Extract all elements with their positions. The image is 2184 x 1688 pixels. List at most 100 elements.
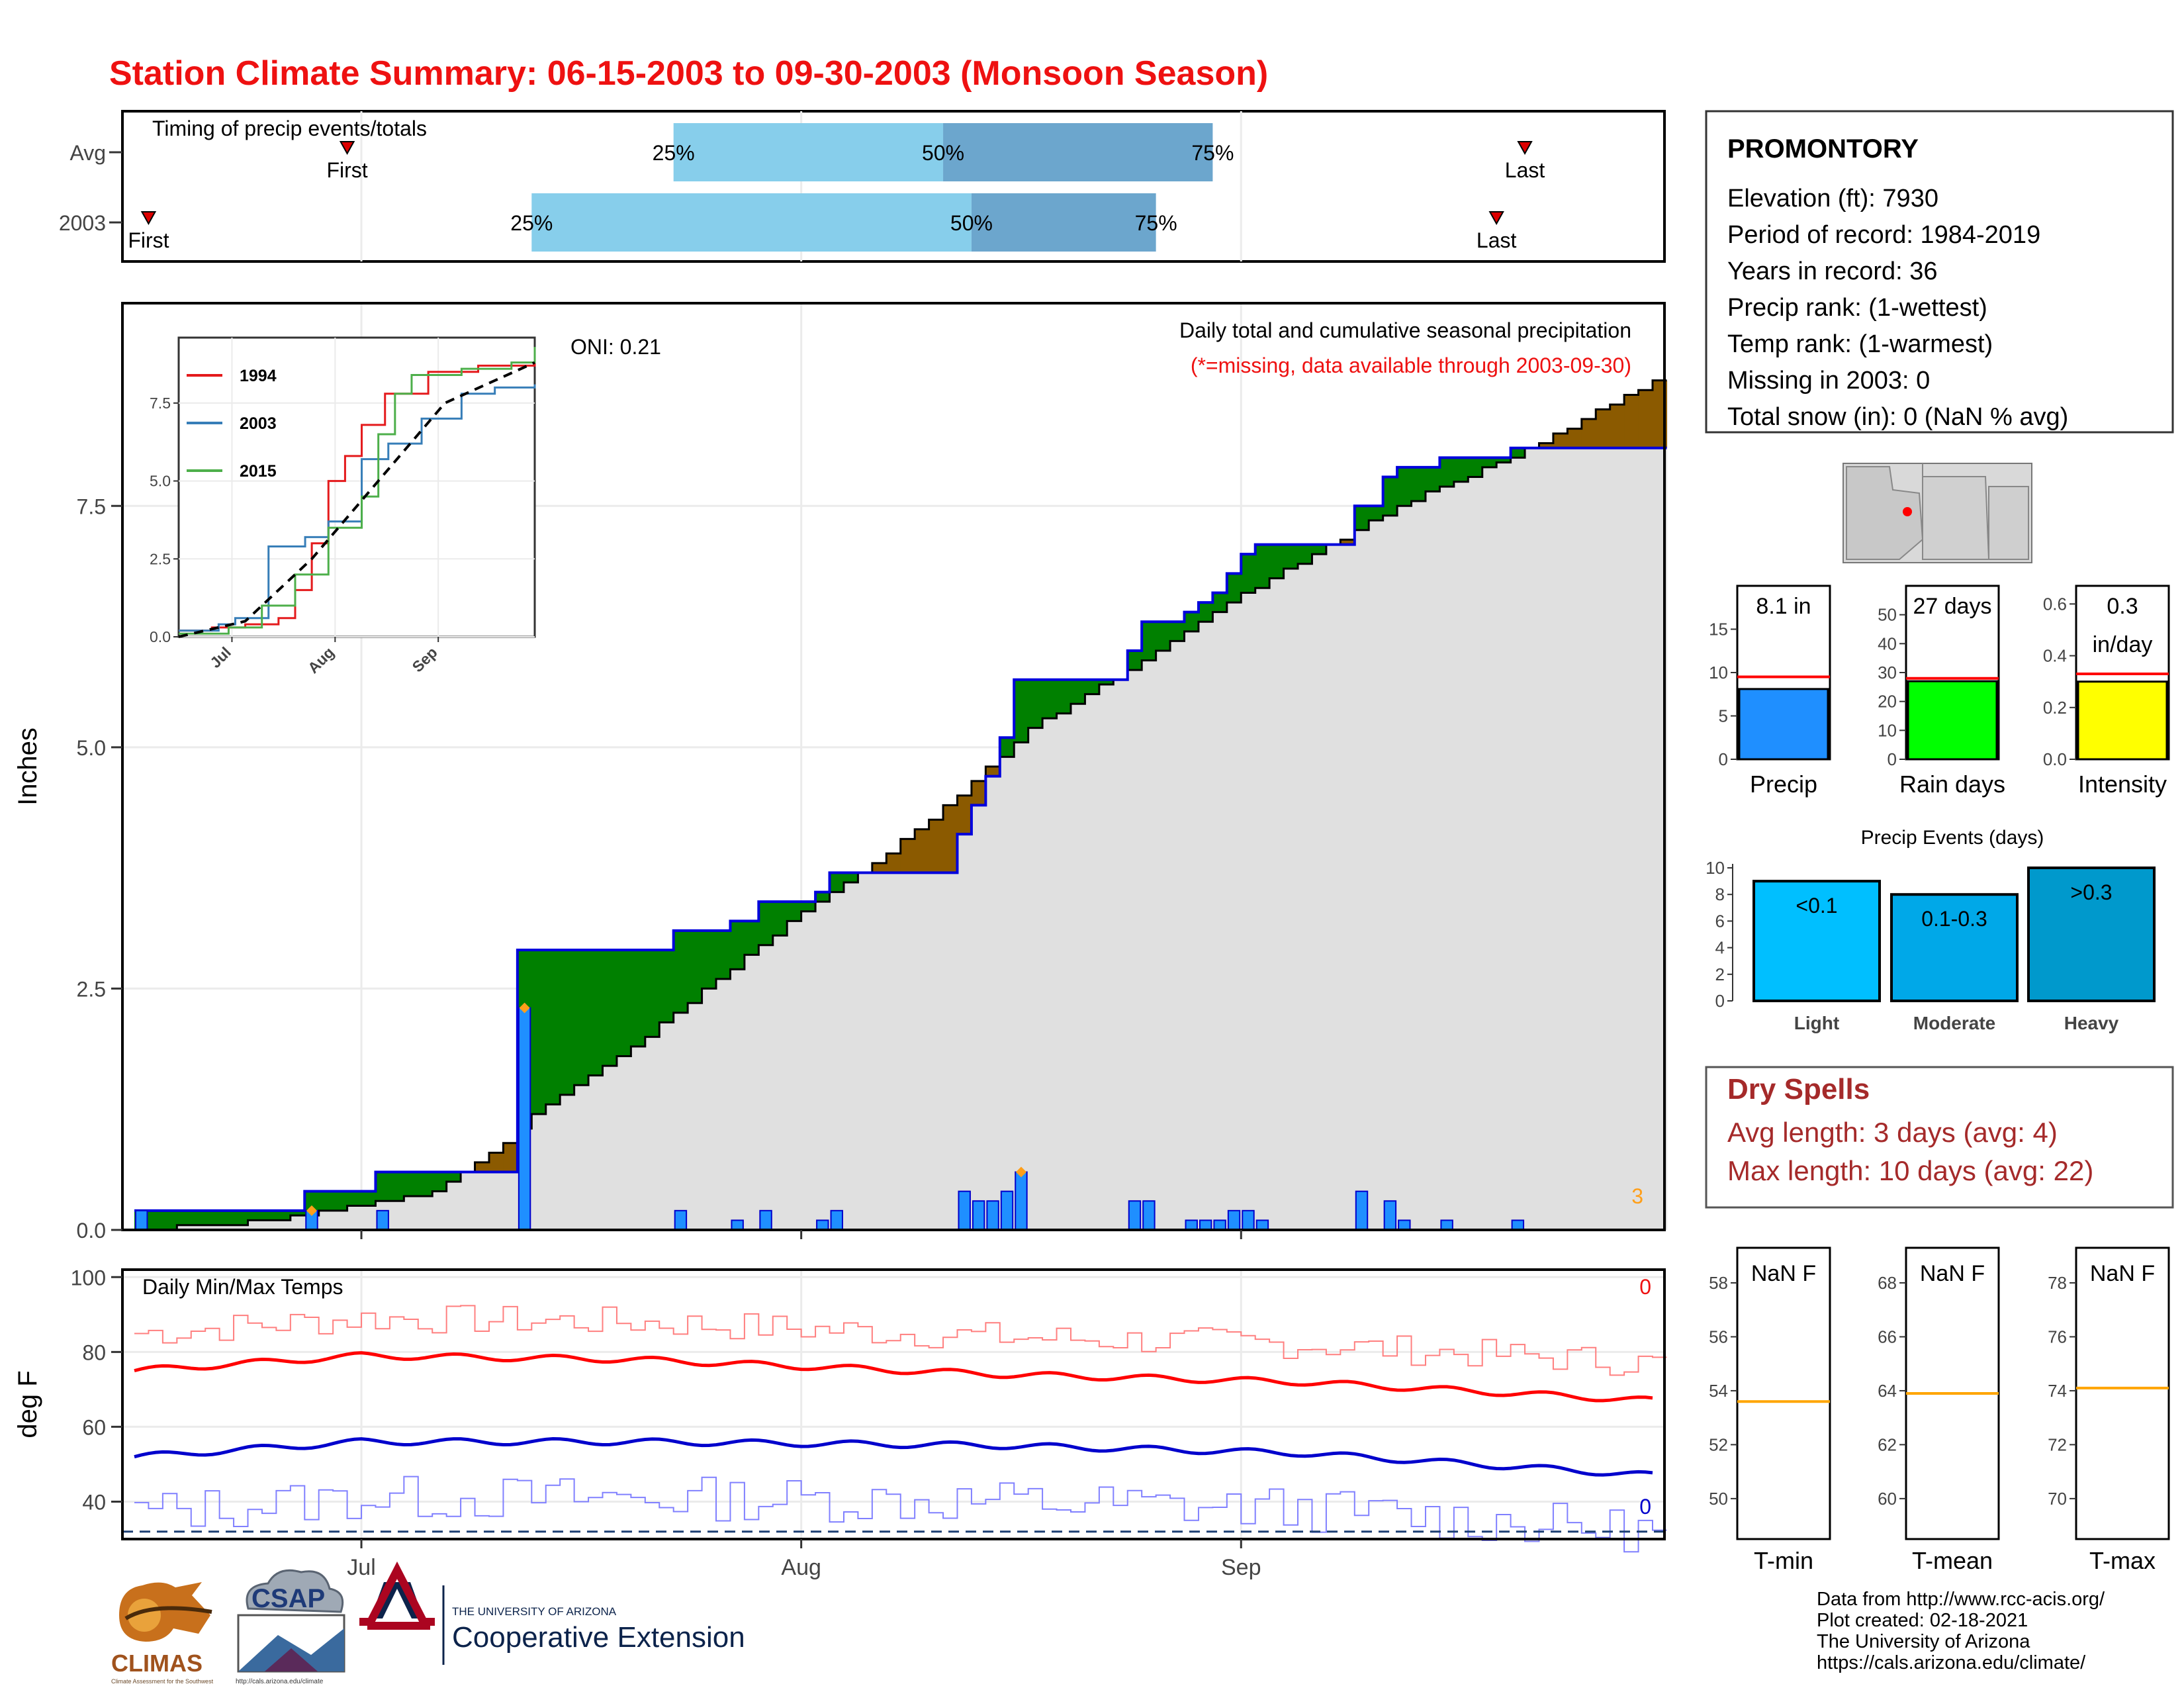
- cumulative-fill: [219, 1225, 234, 1230]
- above-average-fill: [234, 1210, 249, 1225]
- temp-box-value: NaN F: [2090, 1261, 2155, 1286]
- precip-panel-title: Daily total and cumulative seasonal prec…: [1179, 318, 1631, 342]
- above-average-fill: [1411, 467, 1426, 501]
- below-average-fill: [1567, 428, 1582, 448]
- cumulative-fill: [1028, 727, 1043, 1230]
- y-tick-label: 5.0: [77, 736, 106, 760]
- timing-last-label: Last: [1477, 228, 1517, 252]
- mini-bar-label: Intensity: [2078, 771, 2167, 798]
- temp-box-tick-label: 74: [2048, 1381, 2067, 1401]
- timing-first-label: First: [326, 158, 367, 182]
- cumulative-fill: [616, 1056, 631, 1230]
- cumulative-fill: [574, 1085, 589, 1230]
- daily-precip-bar: [972, 1200, 985, 1231]
- station-detail-line: Precip rank: (1-wettest): [1727, 294, 1987, 322]
- events-bar-label: <0.1: [1796, 894, 1837, 917]
- temp-box-value: NaN F: [1751, 1261, 1816, 1286]
- above-average-fill: [333, 1191, 348, 1211]
- cumulative-fill: [1553, 447, 1568, 1230]
- cumulative-fill: [290, 1215, 305, 1230]
- above-average-fill: [347, 1191, 362, 1206]
- mini-bar-tick-label: 20: [1878, 692, 1897, 712]
- station-details: Elevation (ft): 7930 Period of record: 19…: [1727, 185, 2068, 431]
- timing-last-label: Last: [1505, 158, 1545, 182]
- logos: CLIMAS Climate Assessment for the Southw…: [111, 1561, 745, 1685]
- daily-precip-bar: [1511, 1219, 1525, 1231]
- cumulative-fill: [1056, 713, 1071, 1230]
- temp-box-tick-label: 60: [1878, 1489, 1897, 1509]
- temp-box-tick-label: 72: [2048, 1434, 2067, 1454]
- cumulative-fill: [333, 1210, 348, 1230]
- above-average-fill: [389, 1172, 404, 1201]
- above-average-fill: [1056, 679, 1071, 714]
- timing-first-label: First: [128, 228, 169, 252]
- below-average-fill: [985, 767, 1001, 776]
- cumulative-fill: [1482, 467, 1497, 1230]
- events-title: Precip Events (days): [1861, 827, 2044, 849]
- temp-box-label: T-min: [1754, 1547, 1813, 1574]
- event-marker: [1015, 1166, 1026, 1178]
- inset-frame: [177, 336, 536, 638]
- timing-p25: 25%: [653, 141, 695, 165]
- above-average-fill: [815, 892, 831, 902]
- dry-spells-title: Dry Spells: [1727, 1073, 1870, 1105]
- inset-y-label: 2.5: [150, 550, 171, 567]
- temp-box-tick-label: 62: [1878, 1434, 1897, 1454]
- below-average-fill: [475, 1162, 490, 1172]
- above-average-fill: [1425, 467, 1441, 492]
- cumulative-fill: [1596, 447, 1611, 1230]
- cumulative-fill: [1340, 544, 1355, 1231]
- y-axis-label: Inches: [13, 727, 42, 806]
- above-average-fill: [1226, 573, 1242, 603]
- mini-bar-tick-label: 15: [1709, 620, 1728, 639]
- above-average-fill: [829, 872, 844, 892]
- dry-spells-box: [1705, 1066, 2174, 1209]
- cumulative-fill: [673, 1012, 688, 1230]
- event-marker: [306, 1205, 317, 1216]
- events-category: Light: [1794, 1013, 1839, 1033]
- station-detail-line: Temp rank: (1-warmest): [1727, 330, 1993, 358]
- above-average-fill: [418, 1172, 433, 1196]
- temp-box-tick-label: 64: [1878, 1381, 1897, 1401]
- cumulative-fill: [801, 911, 816, 1230]
- below-average-fill: [957, 795, 972, 835]
- precip-frame: [121, 302, 1666, 1231]
- x-axis-month-label: Aug: [781, 1555, 821, 1580]
- cumulative-fill: [702, 988, 717, 1230]
- cumulative-fill: [488, 1172, 504, 1230]
- climas-logo: CLIMAS Climate Assessment for the Southw…: [111, 1582, 214, 1685]
- daily-precip-bar: [135, 1209, 148, 1231]
- events-category: Heavy: [2064, 1013, 2119, 1033]
- above-average-fill: [1354, 506, 1369, 530]
- above-average-fill: [999, 737, 1015, 757]
- temp-box-tick-label: 70: [2048, 1489, 2067, 1509]
- daily-precip-bar: [1383, 1200, 1397, 1231]
- mini-bar-tick-label: 10: [1709, 663, 1728, 682]
- timing-p75: 75%: [1135, 211, 1177, 235]
- avg-max-line: [134, 1351, 1653, 1403]
- mini-bar-intensity: [2077, 680, 2168, 761]
- events-bar-label: >0.3: [2070, 880, 2112, 904]
- timing-last-marker: [1517, 141, 1533, 156]
- cumulative-fill: [261, 1220, 277, 1230]
- y-tick-label: 0.0: [77, 1219, 106, 1243]
- avg-min-line: [134, 1437, 1653, 1477]
- cumulative-fill: [404, 1196, 419, 1230]
- cumulative-fill: [1241, 592, 1256, 1230]
- mini-bar-tick-label: 5: [1719, 706, 1728, 726]
- cumulative-2003-line: [134, 446, 1667, 1212]
- temp-box-label: T-mean: [1912, 1547, 1993, 1574]
- timing-first-marker: [339, 141, 355, 156]
- temp-box-tick-label: 58: [1709, 1273, 1728, 1293]
- cumulative-fill: [1510, 457, 1525, 1231]
- daily-precip-bar: [376, 1209, 389, 1231]
- above-average-fill: [276, 1210, 291, 1221]
- daily-precip-bar: [731, 1219, 744, 1231]
- mini-bar-tick-label: 30: [1878, 663, 1897, 682]
- timing-bar-q2: [971, 193, 1156, 252]
- below-average-fill: [503, 1143, 518, 1172]
- cumulative-fill: [1198, 622, 1213, 1230]
- daily-precip-bar: [1199, 1219, 1212, 1231]
- daily-precip-bar: [1242, 1209, 1255, 1231]
